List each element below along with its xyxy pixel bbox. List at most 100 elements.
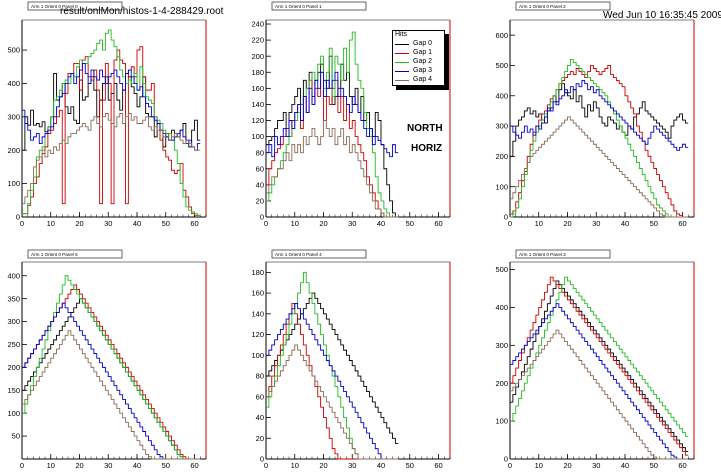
panel-title-box [27, 249, 123, 259]
x-tick-label: 30 [348, 461, 356, 470]
y-tick-label: 400 [495, 91, 508, 100]
horiz-label: HORIZ [411, 143, 443, 154]
x-tick-label: 20 [319, 461, 327, 470]
x-tick-label: 0 [264, 461, 268, 470]
legend-label: Gap 2 [413, 58, 433, 65]
series-gap-2 [22, 275, 201, 460]
panel-3: Arm 1 Orient 0 Panel 5 0 10 20 30 40 50 60 50 100… [7, 249, 207, 470]
series-gap-3 [266, 303, 399, 460]
y-tick-label: 80 [256, 148, 264, 157]
y-tick-label: 100 [495, 182, 508, 191]
y-tick-label: 40 [256, 180, 264, 189]
x-tick-label: 0 [20, 461, 24, 470]
x-tick-label: 10 [535, 461, 543, 470]
legend-label: Gap 4 [413, 76, 433, 83]
y-tick-label: 0 [260, 455, 264, 464]
y-tick-label: 600 [495, 31, 508, 40]
panel-title: Arm 1 Orient 0 Panel 2 [519, 4, 566, 9]
y-tick-label: 160 [251, 289, 264, 298]
y-tick-label: 100 [251, 351, 264, 360]
series-gap-4 [510, 116, 689, 218]
y-tick-label: 200 [495, 152, 508, 161]
x-tick-label: 30 [592, 219, 600, 228]
y-tick-label: 140 [251, 100, 264, 109]
series-gap-3 [266, 71, 399, 158]
y-tick-label: 200 [251, 52, 264, 61]
x-tick-label: 50 [650, 461, 658, 470]
panel-title: Arm 1 Orient 0 Panel 5 [31, 252, 78, 257]
panel-title: Arm 1 Orient 0 Panel 3 [519, 252, 566, 257]
legend-entry-gap-1: Gap 1 [395, 49, 443, 58]
y-tick-label: 120 [251, 116, 264, 125]
series-gap-0 [510, 280, 689, 452]
series-gap-1 [22, 284, 201, 460]
x-tick-label: 50 [406, 219, 414, 228]
series-gap-2 [510, 58, 689, 218]
legend-entry-gap-4: Gap 4 [395, 76, 443, 85]
series-gap-4 [266, 344, 399, 460]
series-gap-3 [22, 302, 201, 460]
series-gap-1 [266, 71, 399, 218]
x-tick-label: 50 [162, 219, 170, 228]
series-gap-3 [510, 303, 689, 460]
x-tick-label: 0 [508, 461, 512, 470]
legend: Hits Gap 0 Gap 1 Gap 2 Gap 3 Gap 4 [392, 30, 445, 86]
legend-entry-gap-3: Gap 3 [395, 67, 443, 76]
panel-title-box [27, 1, 123, 11]
series-gap-1 [22, 46, 201, 216]
y-tick-label: 100 [495, 417, 508, 426]
x-tick-label: 60 [434, 219, 442, 228]
x-tick-label: 20 [563, 219, 571, 228]
north-label: NORTH [407, 123, 443, 134]
x-tick-label: 20 [75, 461, 83, 470]
y-tick-label: 400 [495, 303, 508, 312]
series-gap-1 [510, 65, 689, 218]
y-tick-label: 180 [251, 68, 264, 77]
x-tick-label: 30 [104, 461, 112, 470]
y-tick-label: 220 [251, 36, 264, 45]
y-tick-label: 0 [16, 213, 20, 222]
y-tick-label: 300 [7, 112, 20, 121]
panel-2: Arm 1 Orient 0 Panel 20 10 20 30 40 50 6001002… [495, 1, 695, 228]
x-tick-label: 10 [47, 461, 55, 470]
panel-title-box [271, 249, 367, 259]
legend-label: Gap 1 [413, 49, 433, 56]
series-gap-2 [22, 29, 201, 216]
timestamp: Wed Jun 10 16:35:45 2009 [603, 10, 721, 21]
y-tick-label: 500 [7, 46, 20, 55]
y-tick-label: 150 [7, 386, 20, 395]
series-gap-4 [22, 113, 201, 205]
y-tick-label: 20 [256, 197, 264, 206]
x-tick-label: 10 [291, 461, 299, 470]
panel-1: Arm 1 Orient 0 Panel 1 0 10 20 30 40 50 60 0 20 40… [251, 1, 451, 228]
y-tick-label: 0 [504, 455, 508, 464]
y-tick-label: 40 [256, 413, 264, 422]
y-tick-label: 50 [12, 432, 20, 441]
legend-swatch [395, 53, 409, 54]
x-tick-label: 40 [133, 219, 141, 228]
x-tick-label: 20 [75, 219, 83, 228]
panel-4: Arm 1 Orient 0 Panel 4 0 10 20 30 40 50 60 0 20 40… [251, 249, 451, 470]
x-tick-label: 20 [319, 219, 327, 228]
y-tick-label: 100 [7, 409, 20, 418]
x-tick-label: 30 [348, 219, 356, 228]
y-tick-label: 160 [251, 84, 264, 93]
series-gap-0 [510, 83, 689, 157]
file-title: result/onlMon/histos-1-4-288429.root [60, 6, 224, 17]
y-tick-label: 300 [7, 317, 20, 326]
y-tick-label: 200 [495, 379, 508, 388]
legend-entry-gap-0: Gap 0 [395, 40, 443, 49]
x-tick-label: 0 [264, 219, 268, 228]
x-tick-label: 30 [592, 461, 600, 470]
y-tick-label: 60 [256, 392, 264, 401]
series-gap-3 [510, 80, 689, 151]
x-tick-label: 40 [621, 461, 629, 470]
series-gap-2 [266, 31, 399, 218]
series-gap-4 [510, 329, 689, 460]
x-tick-label: 40 [377, 461, 385, 470]
legend-title: Hits [395, 31, 408, 38]
x-tick-label: 50 [406, 461, 414, 470]
y-tick-label: 80 [256, 372, 264, 381]
x-tick-label: 60 [190, 219, 198, 228]
